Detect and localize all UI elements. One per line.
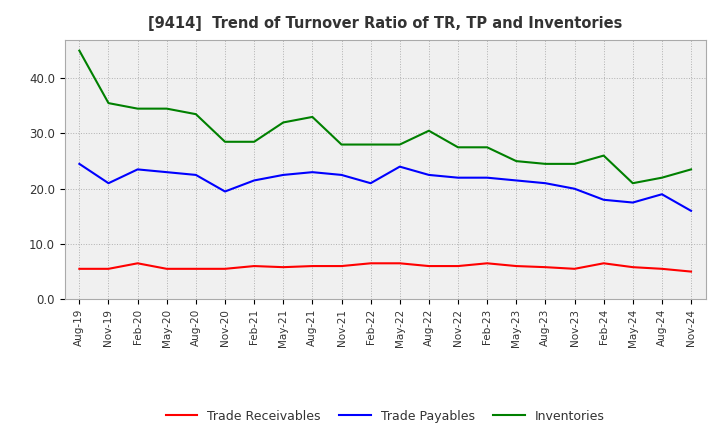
Trade Receivables [220,266,229,271]
Trade Receivables [687,269,696,274]
Inventories [570,161,579,166]
Trade Payables [279,172,287,178]
Inventories [366,142,375,147]
Inventories [75,48,84,53]
Trade Payables [308,169,317,175]
Trade Payables [629,200,637,205]
Trade Payables [687,208,696,213]
Trade Payables [599,197,608,202]
Trade Payables [570,186,579,191]
Trade Receivables [104,266,113,271]
Inventories [483,145,492,150]
Trade Receivables [425,264,433,269]
Inventories [133,106,142,111]
Inventories [657,175,666,180]
Trade Payables [454,175,462,180]
Inventories [512,158,521,164]
Trade Receivables [512,264,521,269]
Inventories [395,142,404,147]
Line: Trade Receivables: Trade Receivables [79,263,691,271]
Trade Receivables [541,264,550,270]
Trade Payables [425,172,433,178]
Inventories [454,145,462,150]
Trade Payables [133,167,142,172]
Trade Receivables [337,264,346,269]
Inventories [308,114,317,120]
Inventories [163,106,171,111]
Trade Payables [366,180,375,186]
Title: [9414]  Trend of Turnover Ratio of TR, TP and Inventories: [9414] Trend of Turnover Ratio of TR, TP… [148,16,622,32]
Inventories [599,153,608,158]
Trade Receivables [483,260,492,266]
Trade Payables [192,172,200,178]
Inventories [192,111,200,117]
Trade Receivables [192,266,200,271]
Trade Receivables [163,266,171,271]
Inventories [629,180,637,186]
Trade Receivables [75,266,84,271]
Trade Payables [483,175,492,180]
Line: Trade Payables: Trade Payables [79,164,691,211]
Trade Receivables [366,260,375,266]
Trade Payables [512,178,521,183]
Trade Payables [337,172,346,178]
Trade Payables [75,161,84,166]
Legend: Trade Receivables, Trade Payables, Inventories: Trade Receivables, Trade Payables, Inven… [161,405,610,428]
Trade Receivables [279,264,287,270]
Inventories [425,128,433,133]
Inventories [337,142,346,147]
Trade Payables [220,189,229,194]
Trade Receivables [657,266,666,271]
Inventories [279,120,287,125]
Inventories [250,139,258,144]
Trade Receivables [599,260,608,266]
Trade Receivables [133,260,142,266]
Trade Receivables [308,264,317,269]
Trade Payables [163,169,171,175]
Inventories [220,139,229,144]
Trade Payables [541,180,550,186]
Trade Receivables [250,264,258,269]
Trade Receivables [454,264,462,269]
Trade Payables [250,178,258,183]
Trade Receivables [629,264,637,270]
Trade Receivables [395,260,404,266]
Trade Payables [104,180,113,186]
Trade Payables [657,191,666,197]
Line: Inventories: Inventories [79,51,691,183]
Trade Receivables [570,266,579,271]
Inventories [104,100,113,106]
Inventories [541,161,550,166]
Inventories [687,167,696,172]
Trade Payables [395,164,404,169]
